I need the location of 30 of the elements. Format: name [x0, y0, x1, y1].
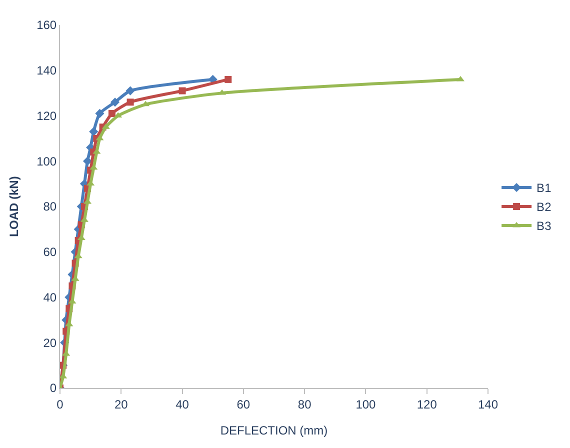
x-tick-label: 60: [236, 397, 250, 412]
y-tick-label: 20: [43, 336, 57, 350]
point: [224, 76, 232, 83]
legend-label: B3: [536, 219, 552, 234]
point: [96, 134, 104, 140]
point: [126, 98, 134, 106]
point: [178, 87, 186, 94]
point: [108, 110, 116, 117]
y-tick-label: 80: [43, 200, 57, 214]
x-tick-label: 40: [176, 397, 190, 412]
y-tick-label: 60: [43, 245, 57, 260]
x-tick-label: 80: [298, 397, 312, 412]
point: [82, 156, 92, 166]
x-axis-title: DEFLECTION (mm): [220, 423, 328, 438]
y-tick-label: 120: [36, 108, 57, 123]
legend-label: B2: [536, 200, 552, 214]
x-tick-label: 100: [356, 397, 376, 412]
y-tick-label: 0: [50, 381, 57, 396]
x-tick-label: 140: [478, 397, 498, 412]
y-axis-title: LOAD (kN): [6, 176, 21, 237]
y-tick-label: 100: [36, 154, 57, 168]
point: [95, 108, 104, 118]
point: [126, 86, 135, 96]
legend-label: B1: [536, 181, 552, 196]
y-tick-label: 160: [36, 18, 57, 32]
y-tick-label: 40: [43, 290, 57, 304]
x-tick-label: 120: [416, 397, 438, 412]
x-tick-label: 20: [114, 397, 128, 412]
y-tick-label: 140: [36, 64, 57, 78]
point: [110, 98, 120, 107]
